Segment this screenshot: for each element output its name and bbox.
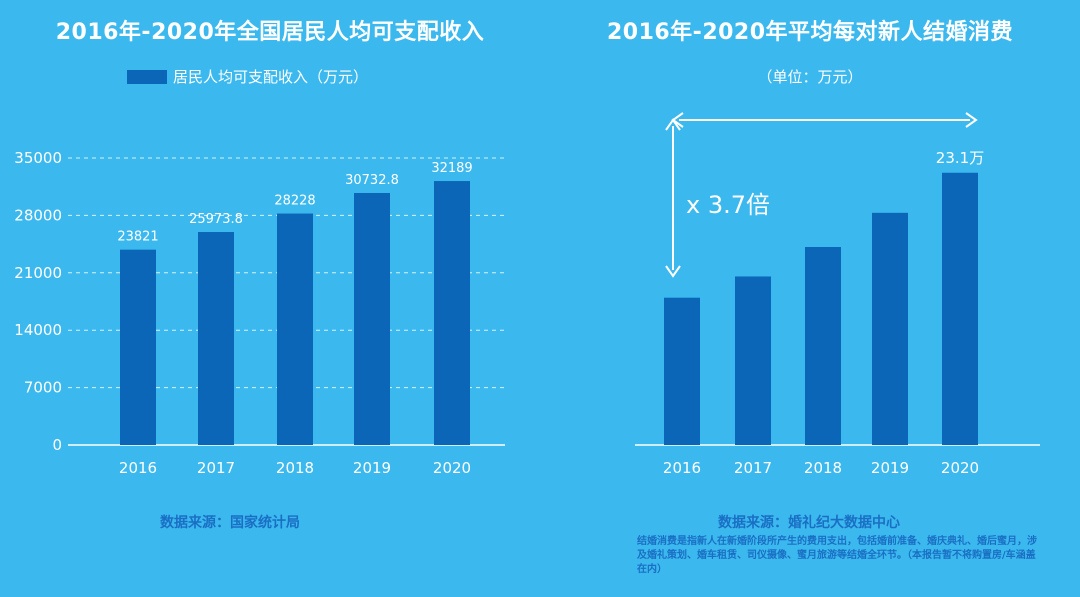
wedding-chart-panel: 2016年-2020年平均每对新人结婚消费 （单位：万元） 2016 2017 20… xyxy=(540,0,1080,597)
x-tick-label: 2018 xyxy=(804,459,842,477)
x-tick-label: 2019 xyxy=(871,459,909,477)
data-label: 23.1万 xyxy=(936,149,984,167)
x-tick-label: 2020 xyxy=(433,459,471,477)
legend-swatch xyxy=(127,69,167,84)
bar xyxy=(434,181,470,445)
y-tick-label: 21000 xyxy=(14,264,62,282)
data-label: 30732.8 xyxy=(345,173,399,188)
arrowhead-left xyxy=(671,112,684,128)
bar xyxy=(198,232,234,445)
data-label: 28228 xyxy=(274,194,315,209)
bar xyxy=(664,297,700,445)
bar xyxy=(120,249,156,445)
data-label: 23821 xyxy=(117,230,158,245)
wedding-note: 结婚消费是指新人在新婚阶段所产生的费用支出，包括婚前准备、婚庆典礼、婚后蜜月，涉… xyxy=(637,536,1037,575)
y-tick-label: 35000 xyxy=(14,149,62,167)
bar xyxy=(354,192,390,445)
income-chart-panel: 2016年-2020年全国居民人均可支配收入 居民人均可支配收入（万元） 0 70… xyxy=(14,20,505,531)
x-tick-label: 2017 xyxy=(197,459,235,477)
wedding-bar-chart: 2016 2017 2018 2019 23.1万 2020 xyxy=(635,112,1040,477)
wedding-source: 数据来源：婚礼纪大数据中心 xyxy=(718,515,900,531)
wedding-chart-title: 2016年-2020年平均每对新人结婚消费 xyxy=(606,20,1014,45)
x-tick-label: 2020 xyxy=(941,459,979,477)
data-label: 25973.8 xyxy=(189,212,243,227)
legend-label: 居民人均可支配收入（万元） xyxy=(173,68,369,86)
x-tick-label: 2018 xyxy=(276,459,314,477)
bar xyxy=(735,276,771,445)
arrowhead-down xyxy=(665,265,681,278)
x-tick-label: 2017 xyxy=(734,459,772,477)
wedding-chart-unit: （单位：万元） xyxy=(757,68,863,86)
bar xyxy=(277,213,313,445)
bar xyxy=(942,172,978,445)
x-tick-label: 2019 xyxy=(353,459,391,477)
x-tick-label: 2016 xyxy=(119,459,157,477)
y-tick-label: 7000 xyxy=(24,379,62,397)
y-tick-label: 28000 xyxy=(14,206,62,224)
arrowhead-right xyxy=(965,112,978,128)
data-label: 32189 xyxy=(431,161,472,176)
income-source: 数据来源：国家统计局 xyxy=(160,515,300,531)
bar xyxy=(805,247,841,445)
income-chart-legend: 居民人均可支配收入（万元） xyxy=(127,66,368,87)
income-bar-chart: 0 7000 14000 21000 28000 35000 23821 2016 25973.… xyxy=(14,149,505,477)
x-tick-label: 2016 xyxy=(663,459,701,477)
income-chart-title: 2016年-2020年全国居民人均可支配收入 xyxy=(55,20,485,45)
y-tick-label: 14000 xyxy=(14,321,62,339)
growth-multiplier: x 3.7倍 xyxy=(686,191,770,219)
bar xyxy=(872,212,908,445)
y-tick-label: 0 xyxy=(52,436,62,454)
